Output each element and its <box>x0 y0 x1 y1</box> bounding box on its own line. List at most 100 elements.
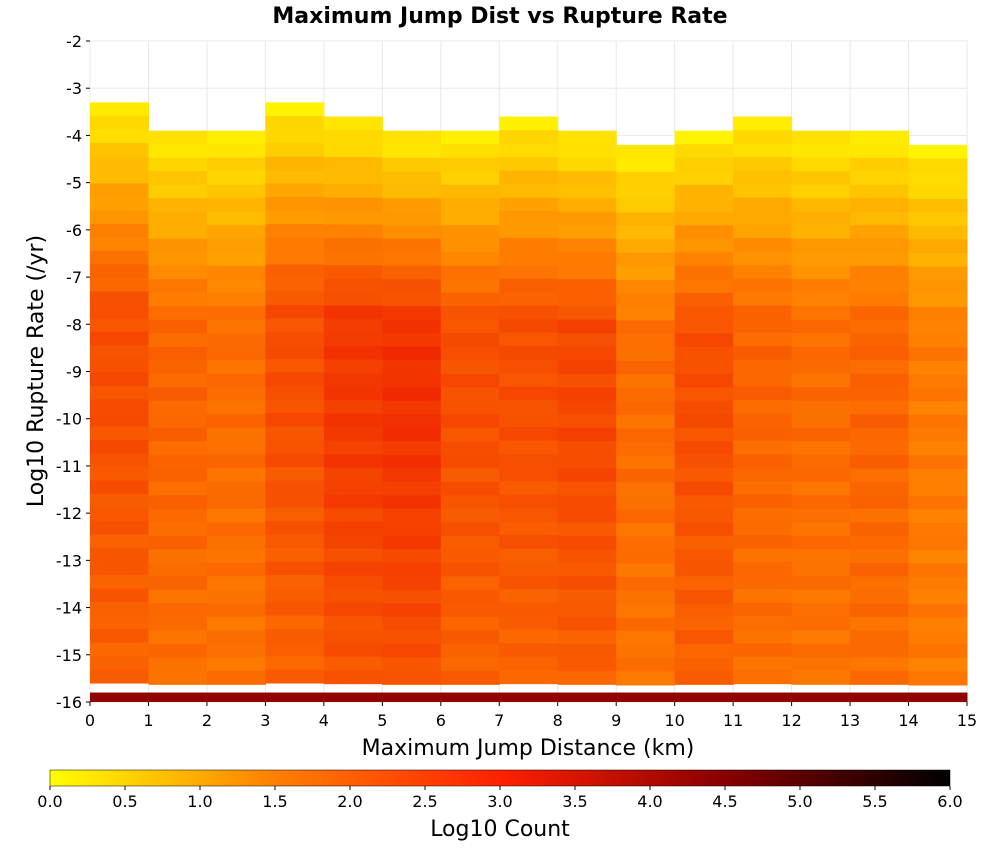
heatmap-cell <box>791 387 851 402</box>
heatmap-cell <box>148 198 208 213</box>
heatmap-cell <box>850 225 910 240</box>
heatmap-cell <box>791 508 851 523</box>
heatmap-cell <box>265 304 325 319</box>
heatmap-cell <box>206 144 266 159</box>
heatmap-cell <box>265 331 325 346</box>
heatmap-cell <box>90 223 149 238</box>
colorbar-tick-label: 3.0 <box>487 792 512 811</box>
heatmap-cell <box>674 144 734 159</box>
heatmap-cell <box>440 144 500 159</box>
y-tick-label: -12 <box>56 504 82 523</box>
heatmap-cell <box>323 359 383 374</box>
heatmap-cell <box>148 333 208 348</box>
heatmap-cell <box>616 468 676 483</box>
heatmap-cell <box>674 535 734 550</box>
heatmap-cell <box>90 331 149 346</box>
heatmap-cell <box>616 563 676 578</box>
heatmap-cell <box>148 319 208 334</box>
heatmap-cell <box>90 520 149 535</box>
heatmap-cell <box>323 670 383 685</box>
heatmap-cell <box>616 239 676 254</box>
heatmap-cell <box>206 576 266 591</box>
heatmap-cell <box>265 507 325 522</box>
heatmap-cell <box>323 643 383 658</box>
heatmap-cell <box>557 468 617 483</box>
heatmap-cell <box>90 669 149 684</box>
heatmap-cell <box>674 589 734 604</box>
heatmap-cell <box>323 400 383 415</box>
heatmap-cell <box>733 562 793 577</box>
heatmap-cell <box>791 211 851 226</box>
heatmap-cell <box>557 279 617 294</box>
heatmap-cell <box>148 157 208 172</box>
heatmap-cell-bottom <box>440 692 500 702</box>
heatmap-cell <box>382 346 442 361</box>
heatmap-cell-bottom <box>557 692 617 702</box>
heatmap-cell <box>733 265 793 280</box>
heatmap-cell <box>90 507 149 522</box>
heatmap-cell <box>557 657 617 672</box>
heatmap-cell <box>499 508 559 523</box>
heatmap-cell <box>733 589 793 604</box>
colorbar-tick-label: 5.5 <box>862 792 887 811</box>
heatmap-cell <box>90 642 149 657</box>
heatmap-cell <box>499 413 559 428</box>
heatmap-cell <box>382 549 442 564</box>
heatmap-cell <box>323 265 383 280</box>
heatmap-cell <box>791 643 851 658</box>
x-tick-label: 2 <box>202 711 212 730</box>
heatmap-cell <box>148 414 208 429</box>
heatmap-cell <box>148 441 208 456</box>
heatmap-cell <box>674 198 734 213</box>
heatmap-cell <box>674 454 734 469</box>
heatmap-cell <box>616 266 676 281</box>
heatmap-cell <box>206 157 266 172</box>
heatmap-cell <box>499 332 559 347</box>
heatmap-cell <box>733 400 793 415</box>
heatmap-cell <box>791 535 851 550</box>
heatmap-cell <box>148 576 208 591</box>
heatmap-cell <box>674 225 734 240</box>
y-tick-label: -13 <box>56 551 82 570</box>
heatmap-cell <box>323 157 383 172</box>
heatmap-cell <box>265 291 325 306</box>
heatmap-cell <box>440 198 500 213</box>
x-tick-label: 3 <box>260 711 270 730</box>
heatmap-cell <box>206 333 266 348</box>
heatmap-cell <box>557 319 617 334</box>
heatmap-cell <box>908 671 968 686</box>
heatmap-cell <box>265 196 325 211</box>
heatmap-cell <box>206 198 266 213</box>
heatmap-cell <box>499 521 559 536</box>
heatmap-cell <box>850 670 910 685</box>
heatmap-cell <box>206 387 266 402</box>
heatmap-cell <box>557 373 617 388</box>
heatmap-cell <box>908 482 968 497</box>
heatmap-cell <box>440 603 500 618</box>
heatmap-cell-bottom <box>908 692 968 702</box>
y-tick-label: -9 <box>66 363 82 382</box>
heatmap-cell <box>791 252 851 267</box>
heatmap-cell <box>908 266 968 281</box>
heatmap-cell <box>733 224 793 239</box>
heatmap-cell <box>791 360 851 375</box>
heatmap-cell <box>557 535 617 550</box>
heatmap-cell <box>323 413 383 428</box>
heatmap-cell <box>440 441 500 456</box>
heatmap-cell-bottom <box>382 692 442 702</box>
heatmap-cell <box>557 225 617 240</box>
heatmap-cell <box>148 549 208 564</box>
heatmap-cell <box>733 413 793 428</box>
heatmap-cell <box>791 441 851 456</box>
y-tick-label: -4 <box>66 126 82 145</box>
heatmap-cell <box>733 373 793 388</box>
heatmap-cell <box>557 333 617 348</box>
heatmap-cell <box>908 563 968 578</box>
heatmap-cell <box>382 360 442 375</box>
heatmap-cell <box>908 252 968 267</box>
y-tick-label: -8 <box>66 315 82 334</box>
heatmap-cell <box>791 657 851 672</box>
heatmap-cell <box>557 198 617 213</box>
heatmap-cell <box>265 574 325 589</box>
